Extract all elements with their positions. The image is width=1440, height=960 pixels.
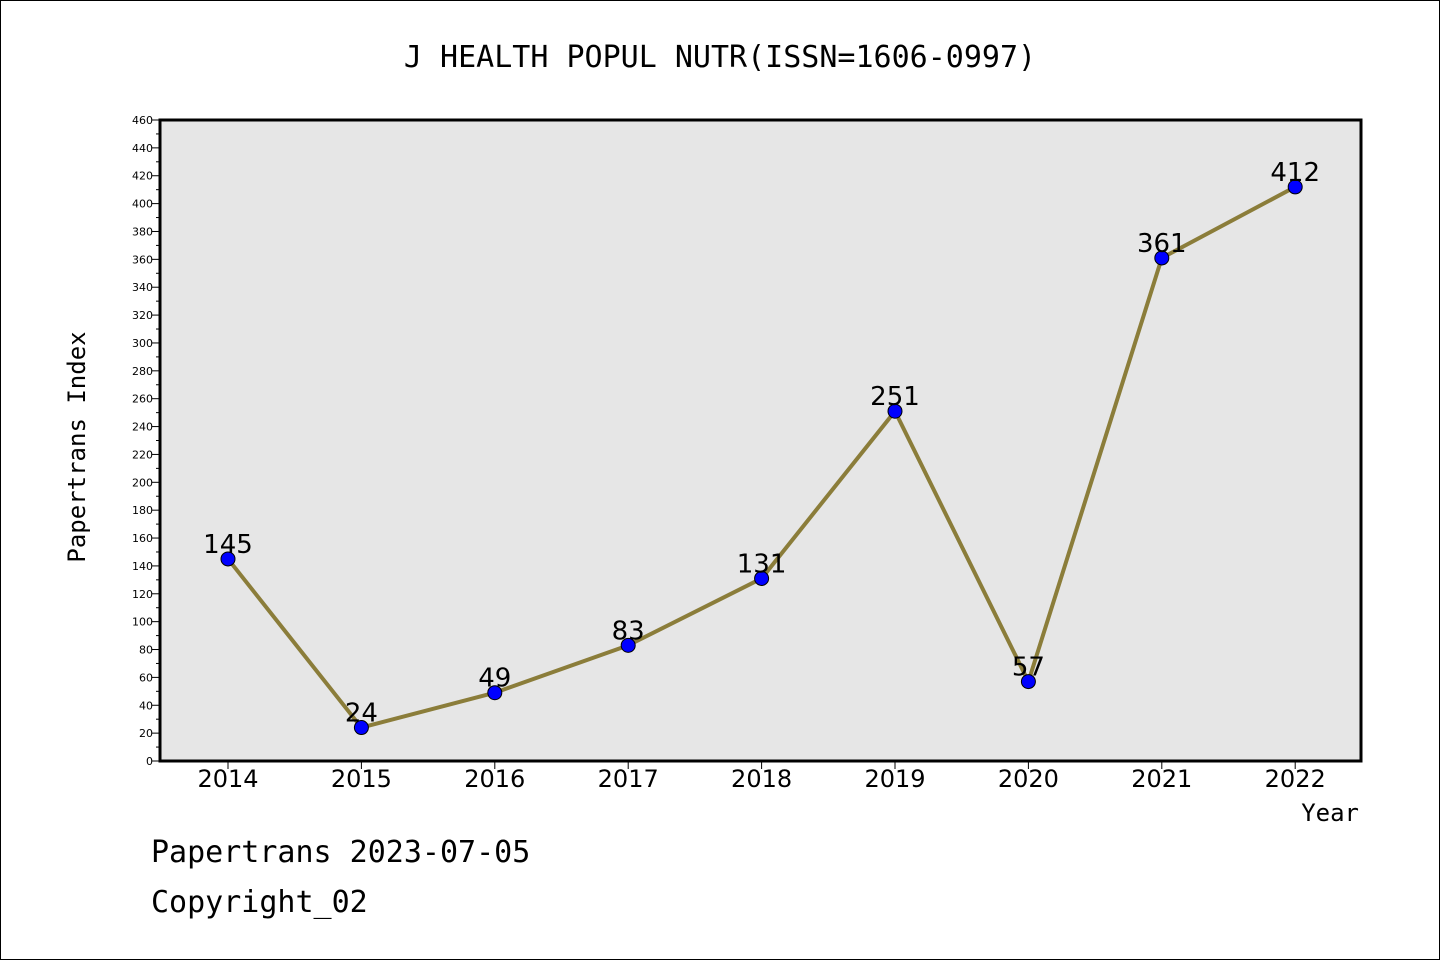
data-point xyxy=(620,637,636,653)
y-tick-label: 340 xyxy=(132,281,153,294)
data-point xyxy=(754,570,770,586)
chart-title: J HEALTH POPUL NUTR(ISSN=1606-0997) xyxy=(404,40,1036,75)
y-tick-label: 360 xyxy=(132,253,153,266)
y-tick-label: 320 xyxy=(132,309,153,322)
x-tick-label: 2015 xyxy=(331,765,392,793)
data-label: 145 xyxy=(203,530,253,560)
y-tick-label: 380 xyxy=(132,225,153,238)
data-label: 24 xyxy=(345,699,378,729)
y-tick-label: 80 xyxy=(139,644,153,657)
x-tick-label: 2022 xyxy=(1265,765,1326,793)
y-axis-ticks: 0 20 40 60 80 100 120 140 160 180 200 220 240 260 280 3… xyxy=(132,114,160,768)
x-tick-label: 2014 xyxy=(197,765,258,793)
x-tick-label: 2021 xyxy=(1131,765,1192,793)
x-axis-label: Year xyxy=(1301,799,1359,827)
y-tick-label: 120 xyxy=(132,588,153,601)
data-label: 131 xyxy=(737,549,787,579)
data-point xyxy=(353,720,369,736)
y-tick-label: 60 xyxy=(139,671,153,684)
x-tick-label: 2018 xyxy=(731,765,792,793)
x-tick-label: 2019 xyxy=(864,765,925,793)
y-tick-label: 160 xyxy=(132,532,153,545)
data-label: 49 xyxy=(478,664,511,694)
x-tick-label: 2017 xyxy=(598,765,659,793)
y-tick-label: 240 xyxy=(132,421,153,434)
y-tick-label: 440 xyxy=(132,142,153,155)
x-axis-ticks: 2014 2015 2016 2017 2018 2019 2020 2021 2022 xyxy=(197,761,1326,793)
y-tick-label: 140 xyxy=(132,560,153,573)
data-point xyxy=(220,551,236,567)
plot-area xyxy=(160,120,1361,761)
data-point xyxy=(487,685,503,701)
data-point xyxy=(887,403,903,419)
y-tick-label: 220 xyxy=(132,448,153,461)
plot-border xyxy=(158,118,1363,763)
data-label: 57 xyxy=(1012,653,1045,683)
data-label: 412 xyxy=(1270,158,1320,188)
y-tick-label: 260 xyxy=(132,393,153,406)
footer-copyright: Copyright_02 xyxy=(151,885,368,920)
y-tick-label: 420 xyxy=(132,170,153,183)
x-tick-label: 2016 xyxy=(464,765,525,793)
y-tick-label: 20 xyxy=(139,727,153,740)
data-point xyxy=(1287,179,1303,195)
y-tick-label: 40 xyxy=(139,699,153,712)
y-axis-label: Papertrans Index xyxy=(63,331,91,562)
y-tick-label: 100 xyxy=(132,616,153,629)
footer-date: Papertrans 2023-07-05 xyxy=(151,835,531,870)
y-tick-label: 280 xyxy=(132,365,153,378)
y-tick-label: 200 xyxy=(132,476,153,489)
y-tick-label: 460 xyxy=(132,114,153,127)
y-tick-label: 180 xyxy=(132,504,153,517)
data-point xyxy=(1154,250,1170,266)
y-tick-label: 400 xyxy=(132,198,153,211)
data-label: 361 xyxy=(1137,229,1187,259)
data-point xyxy=(1020,674,1036,690)
data-series xyxy=(220,179,1303,736)
data-label: 83 xyxy=(612,616,645,646)
data-labels: 145 24 49 83 131 251 57 361 412 xyxy=(203,158,1320,729)
x-tick-label: 2020 xyxy=(998,765,1059,793)
data-label: 251 xyxy=(870,382,920,412)
y-tick-label: 300 xyxy=(132,337,153,350)
y-tick-label: 0 xyxy=(146,755,153,768)
